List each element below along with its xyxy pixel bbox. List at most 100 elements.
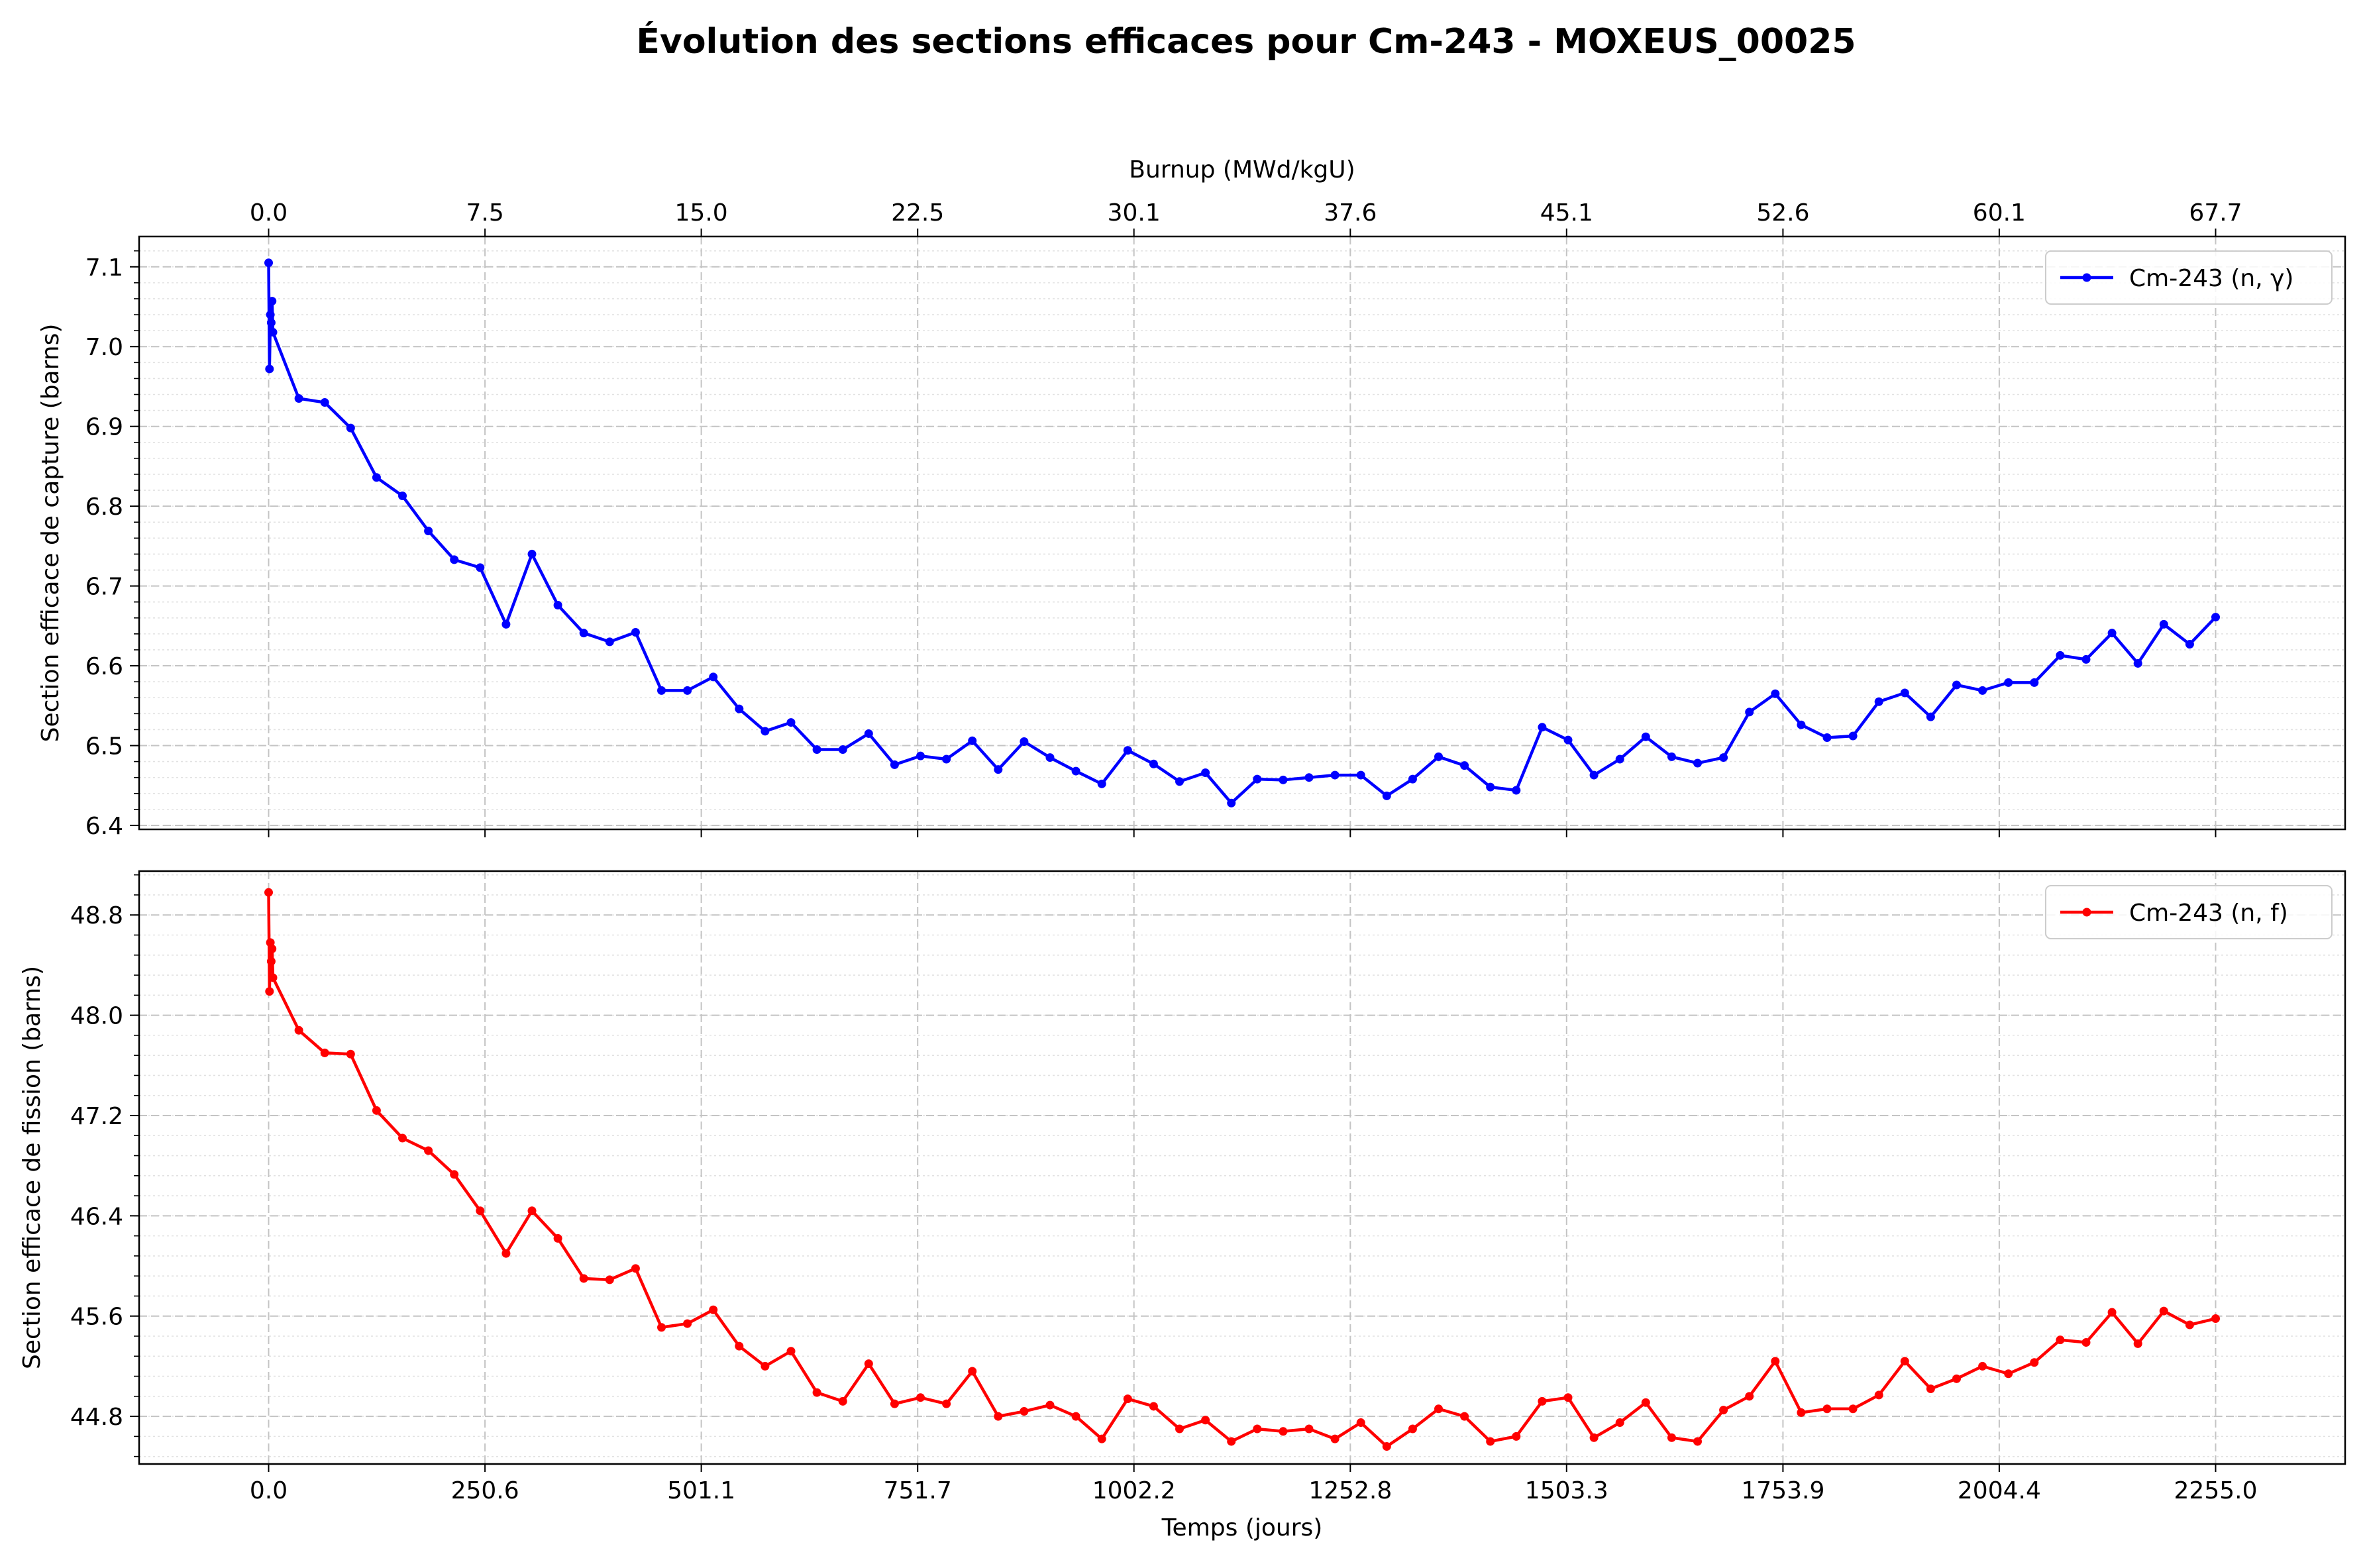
data-point (1020, 1407, 1029, 1416)
data-point (2159, 1306, 2168, 1316)
data-point (1486, 782, 1495, 792)
data-point (2211, 1314, 2220, 1324)
data-point (320, 1048, 329, 1057)
data-point (1279, 1427, 1288, 1436)
data-point (1201, 1416, 1210, 1425)
y-tick-label: 6.5 (85, 733, 123, 760)
data-point (1071, 766, 1080, 776)
data-point (2107, 1308, 2117, 1317)
data-point (812, 745, 821, 755)
data-point (1719, 1406, 1728, 1415)
data-point (942, 755, 951, 764)
data-point (916, 1393, 925, 1402)
data-point (450, 555, 459, 564)
data-point (1693, 758, 1702, 768)
data-point (1900, 1357, 1909, 1366)
data-point (1045, 753, 1055, 762)
data-point (2185, 640, 2194, 649)
data-point (968, 1367, 977, 1376)
x-tick-label: 751.7 (884, 1477, 952, 1504)
data-point (890, 760, 899, 769)
data-point (1978, 686, 1987, 695)
data-point (1071, 1412, 1080, 1421)
legend-marker (2082, 273, 2091, 282)
data-point (1771, 1357, 1780, 1366)
data-point (1952, 1374, 1961, 1383)
data-point (683, 686, 692, 695)
data-point (268, 944, 277, 953)
y-tick-label: 6.9 (85, 414, 123, 441)
data-point (265, 364, 274, 374)
data-point (1356, 770, 1365, 780)
data-point (264, 888, 273, 897)
data-point (2056, 651, 2065, 660)
data-point (346, 1049, 355, 1059)
data-point (605, 637, 614, 647)
data-point (942, 1399, 951, 1408)
legend-box (2045, 250, 2333, 305)
data-point (709, 1305, 718, 1314)
data-point (683, 1319, 692, 1328)
data-point (1227, 798, 1236, 808)
data-point (476, 1206, 485, 1216)
data-point (864, 729, 873, 738)
data-point (346, 423, 355, 433)
data-point (1538, 723, 1547, 732)
data-point (2004, 678, 2013, 687)
data-point (1874, 1390, 1883, 1400)
x-tick-label: 501.1 (667, 1477, 735, 1504)
y-axis-label: Section efficace de fission (barns) (19, 966, 46, 1369)
top-tick-label: 37.6 (1324, 199, 1377, 227)
panel-1: 44.8 45.6 46.4 47.2 48.0 48.8 Section efficace… (19, 870, 2346, 1542)
axes-frame (138, 870, 2346, 1465)
panel-0: 6.4 6.5 6.6 6.7 6.8 6.9 7.0 7.1 Section efficace… (37, 156, 2346, 840)
plots: 6.4 6.5 6.6 6.7 6.8 6.9 7.0 7.1 Section efficace… (19, 156, 2346, 1542)
data-point (812, 1388, 821, 1397)
data-point (1175, 777, 1184, 786)
data-point (1356, 1418, 1365, 1428)
data-point (1978, 1361, 1987, 1371)
y-tick-label: 6.4 (85, 813, 123, 840)
data-point (1745, 707, 1754, 717)
data-point (1538, 1396, 1547, 1406)
data-point (1201, 768, 1210, 777)
data-point (1589, 1433, 1599, 1442)
top-tick-label: 15.0 (675, 199, 728, 227)
data-point (424, 1146, 433, 1155)
data-point (527, 549, 537, 558)
data-point (1667, 1433, 1676, 1442)
series-line (267, 261, 2217, 805)
data-point (994, 765, 1003, 774)
data-point (838, 745, 847, 755)
data-point (1822, 1404, 1832, 1414)
y-tick-label: 47.2 (70, 1103, 123, 1130)
data-point (1253, 774, 1262, 784)
data-point (2185, 1320, 2194, 1330)
data-point (1563, 1393, 1573, 1402)
y-tick-label: 48.8 (70, 902, 123, 929)
x-axis-label: Temps (jours) (1161, 1514, 1323, 1542)
data-point (735, 704, 744, 713)
data-point (1874, 697, 1883, 706)
data-point (709, 672, 718, 682)
data-point (1382, 1442, 1391, 1451)
data-point (579, 629, 588, 638)
data-point (1589, 770, 1599, 780)
data-point (2107, 629, 2117, 638)
data-point (294, 394, 303, 403)
data-point (2030, 678, 2039, 687)
data-point (2030, 1358, 2039, 1367)
data-point (735, 1341, 744, 1351)
data-point (553, 1233, 562, 1243)
data-point (501, 1249, 511, 1258)
legend-label: Cm-243 (n, f) (2129, 900, 2288, 927)
data-point (450, 1170, 459, 1179)
top-tick-label: 67.7 (2189, 199, 2242, 227)
data-point (1641, 732, 1650, 741)
data-point (1900, 688, 1909, 698)
data-point (266, 957, 276, 966)
data-point (1615, 755, 1624, 764)
data-point (2133, 658, 2142, 668)
data-point (1667, 752, 1676, 761)
data-point (320, 398, 329, 407)
